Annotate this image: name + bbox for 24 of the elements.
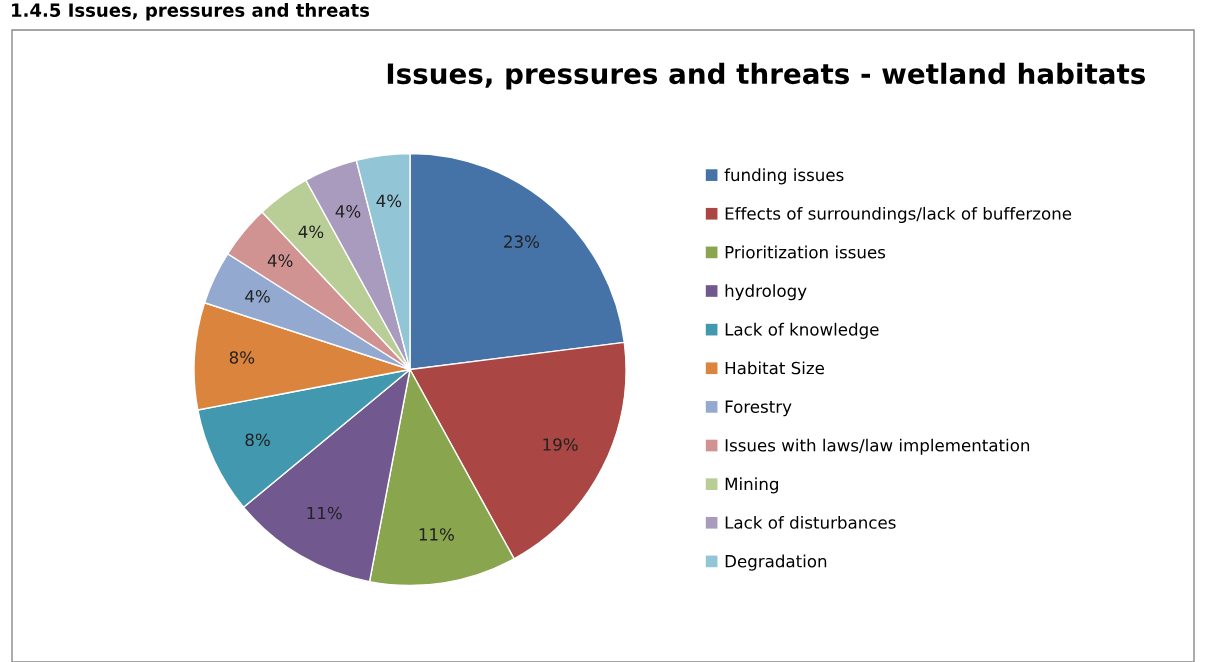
- text: 1.4.5 Issues, pressures and threats: [12, 3, 370, 21]
- legend-label: Lack of knowledge: [725, 322, 879, 339]
- chart-title: Issues, pressures and threats - wetland habitats: [387, 62, 1146, 90]
- legend-label: Mining: [725, 477, 778, 494]
- data-label: 11%: [419, 528, 454, 541]
- data-label: 23%: [504, 235, 540, 248]
- data-label: 8%: [245, 433, 270, 447]
- data-label: 4%: [245, 289, 270, 303]
- legend-label: Lack of disturbances: [725, 515, 896, 529]
- data-label: 4%: [376, 194, 402, 208]
- legend-label: Forestry: [725, 400, 792, 417]
- legend-label: Degradation: [725, 554, 827, 571]
- legend-label: Habitat Size: [725, 361, 824, 375]
- legend-label: Effects of surroundings/lack of bufferzone: [725, 206, 1072, 224]
- data-label: 4%: [267, 254, 293, 267]
- data-label: 4%: [335, 205, 361, 218]
- legend-label: Issues with laws/law implementation: [725, 438, 1030, 455]
- data-label: 19%: [543, 438, 578, 451]
- data-label: 8%: [229, 351, 255, 364]
- legend-label: funding issues: [724, 168, 844, 185]
- data-label: 11%: [307, 506, 342, 520]
- data-label: 4%: [298, 225, 324, 239]
- legend-label: Prioritization issues: [725, 245, 886, 259]
- legend-label: hydrology: [725, 284, 807, 301]
